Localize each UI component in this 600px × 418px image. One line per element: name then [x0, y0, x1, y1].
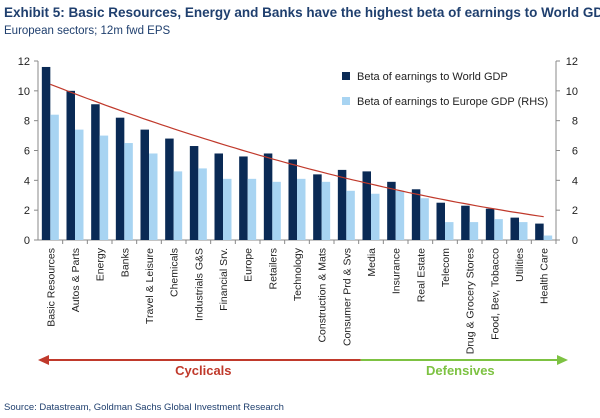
category-label: Real Estate: [415, 248, 427, 302]
axes: 0 2 4 6 8 10 12 0 2 4 6 8 10 12 Basic Resources Autos &…: [18, 56, 578, 354]
bar-world: [535, 223, 544, 240]
group-arrows: Cyclicals Defensives: [38, 355, 568, 378]
bar-world: [313, 174, 322, 240]
category-label: Consumer Prd & Svs: [341, 248, 353, 346]
bar-europe: [420, 198, 429, 240]
y-tick-label-right: 10: [566, 86, 578, 98]
trendline-path: [50, 83, 544, 218]
bar-world: [337, 169, 347, 240]
y-tick-label-right: 12: [566, 56, 578, 68]
y-tick-label-right: 8: [572, 116, 578, 128]
bar-world: [66, 90, 75, 240]
bar-europe: [519, 222, 528, 240]
category-label: Financial Srv.: [218, 248, 230, 311]
category-label: Utilities: [514, 248, 526, 282]
bar-europe: [321, 181, 331, 240]
category-label: Industrials G&S: [193, 248, 205, 321]
source-note: Source: Datastream, Goldman Sachs Global…: [4, 402, 284, 413]
bar-europe: [445, 222, 454, 240]
bar-europe: [75, 129, 84, 240]
bar-world: [485, 208, 495, 240]
bar-europe: [99, 135, 109, 240]
y-tick-label-right: 4: [572, 175, 578, 187]
category-label: Telecom: [440, 248, 452, 287]
bar-europe: [469, 222, 479, 240]
bar-europe: [543, 235, 553, 240]
category-label: Autos & Parts: [70, 248, 82, 312]
category-label: Food, Bev, Tobacco: [489, 248, 501, 340]
bar-europe: [173, 171, 183, 240]
bar-europe: [297, 178, 306, 240]
bar-world: [165, 138, 174, 240]
category-label: Energy: [95, 247, 107, 281]
legend-label-world: Beta of earnings to World GDP: [357, 71, 508, 83]
bar-europe: [50, 114, 59, 240]
legend: Beta of earnings to World GDP Beta of ear…: [342, 71, 548, 108]
bar-world: [510, 217, 519, 240]
bar-world: [189, 146, 199, 240]
category-label: Insurance: [391, 248, 403, 294]
y-tick-label-right: 0: [572, 235, 578, 247]
bar-europe: [272, 181, 281, 240]
category-label: Media: [366, 248, 378, 277]
bar-world: [91, 104, 100, 240]
bar-world: [288, 159, 297, 240]
category-label: Europe: [243, 248, 255, 282]
y-tick-label-left: 12: [18, 56, 30, 68]
cyclicals-label: Cyclicals: [175, 363, 231, 378]
category-label: Basic Resources: [45, 248, 57, 327]
chart-title: Exhibit 5: Basic Resources, Energy and B…: [4, 5, 600, 20]
y-tick-label-left: 6: [24, 146, 30, 158]
legend-swatch-europe: [342, 97, 350, 105]
bar-europe: [198, 168, 207, 240]
trendline: [50, 83, 544, 218]
bar-world: [115, 117, 125, 240]
y-tick-label-left: 2: [24, 205, 30, 217]
bar-world: [461, 205, 470, 240]
bar-europe: [371, 193, 380, 240]
bar-europe: [149, 153, 158, 240]
category-label: Construction & Mats: [317, 248, 329, 343]
bar-world: [41, 66, 51, 240]
bar-world: [140, 129, 149, 240]
y-tick-label-left: 0: [24, 235, 30, 247]
bar-europe: [247, 178, 257, 240]
bar-europe: [494, 219, 503, 240]
y-tick-label-left: 10: [18, 86, 30, 98]
defensives-arrow-head: [557, 355, 568, 365]
bar-world: [239, 156, 248, 240]
bar-world: [263, 153, 273, 240]
chart-subtitle: European sectors; 12m fwd EPS: [4, 25, 171, 37]
cyclicals-arrow-head: [38, 355, 49, 365]
category-label: Chemicals: [169, 248, 181, 297]
bar-world: [214, 153, 223, 240]
legend-swatch-world: [342, 72, 350, 80]
y-tick-label-left: 4: [24, 175, 30, 187]
y-tick-label-right: 6: [572, 146, 578, 158]
y-tick-label-right: 2: [572, 205, 578, 217]
category-label: Retailers: [267, 248, 279, 289]
category-label: Travel & Leisure: [144, 248, 156, 324]
bar-europe: [223, 178, 232, 240]
y-tick-label-left: 8: [24, 116, 30, 128]
legend-label-europe: Beta of earnings to Europe GDP (RHS): [357, 96, 548, 108]
bars: [41, 66, 553, 240]
bar-world: [436, 202, 445, 240]
bar-europe: [124, 143, 133, 240]
bar-europe: [395, 190, 405, 240]
category-label: Banks: [119, 248, 131, 277]
category-label: Drug & Grocery Stores: [465, 248, 477, 354]
defensives-label: Defensives: [426, 363, 495, 378]
bar-world: [362, 171, 371, 240]
category-label: Technology: [292, 247, 304, 301]
bar-world: [387, 181, 396, 240]
bar-world: [411, 189, 421, 240]
bar-europe: [346, 190, 355, 240]
category-label: Health Care: [539, 248, 551, 304]
